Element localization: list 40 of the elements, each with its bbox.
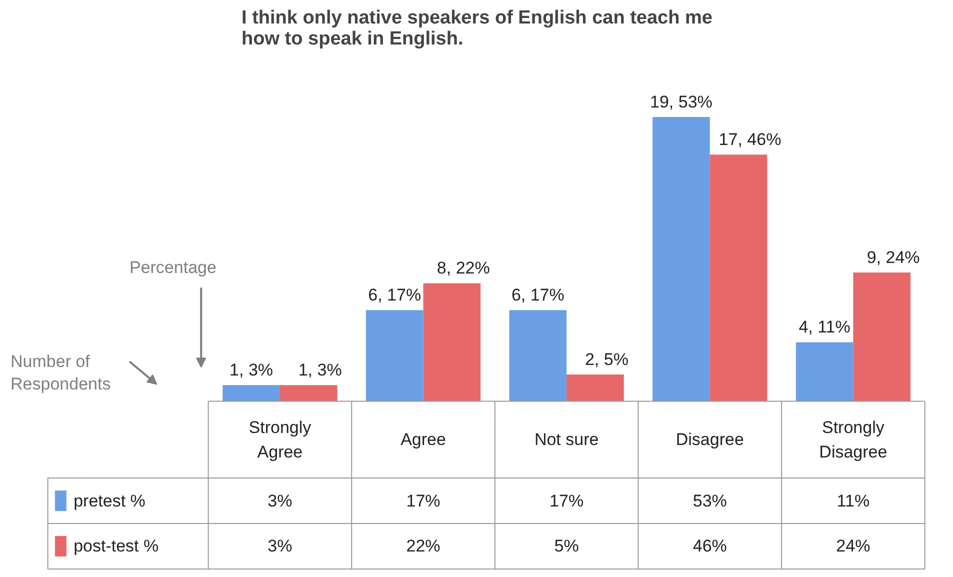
text: Number of Respondents	[10, 352, 111, 394]
data-label: 11%	[836, 491, 870, 510]
annotation: 17, 46%	[718, 130, 782, 149]
annotation: 19, 53%	[650, 92, 712, 112]
bar	[222, 385, 280, 402]
bar	[566, 374, 624, 402]
data-label: 17%	[406, 491, 440, 510]
bar	[423, 283, 481, 402]
bar	[280, 385, 338, 402]
legend-label: post-test %	[74, 536, 159, 556]
legend-label: pretest %	[74, 491, 146, 510]
data-label: 17%	[550, 491, 584, 510]
annotation: 4, 11%	[798, 318, 850, 337]
data-label: 22%	[406, 536, 440, 556]
annotation: 6, 17%	[368, 285, 422, 304]
annotation: Percentage	[129, 258, 216, 278]
data-label: 5%	[554, 536, 579, 556]
bar	[509, 310, 567, 402]
x-tick-label: Agree	[400, 430, 446, 450]
data-label: 46%	[692, 536, 727, 556]
annotation: 1, 3%	[298, 360, 342, 380]
annotation: 8, 22%	[436, 258, 490, 278]
bar	[796, 342, 854, 402]
bar	[853, 272, 911, 402]
annotation: 2, 5%	[584, 350, 628, 369]
annotation: 6, 17%	[511, 285, 564, 304]
data-label: 53%	[692, 491, 727, 510]
data-label: 24%	[836, 536, 870, 556]
data-label: 3%	[268, 536, 292, 556]
bar	[652, 117, 710, 402]
data-label: 3%	[268, 491, 292, 510]
x-tick-label: Strongly Agree	[248, 418, 312, 462]
x-tick-label: Not sure	[534, 430, 599, 450]
annotation: 9, 24%	[866, 248, 920, 267]
x-tick-label: Strongly Disagree	[819, 418, 888, 462]
bar	[366, 310, 424, 402]
chart-title: I think only native speakers of English can teach me how to speak in English.	[242, 8, 712, 50]
bar	[710, 154, 768, 402]
annotation: 1, 3%	[230, 360, 274, 380]
x-tick-label: Disagree	[676, 430, 744, 450]
